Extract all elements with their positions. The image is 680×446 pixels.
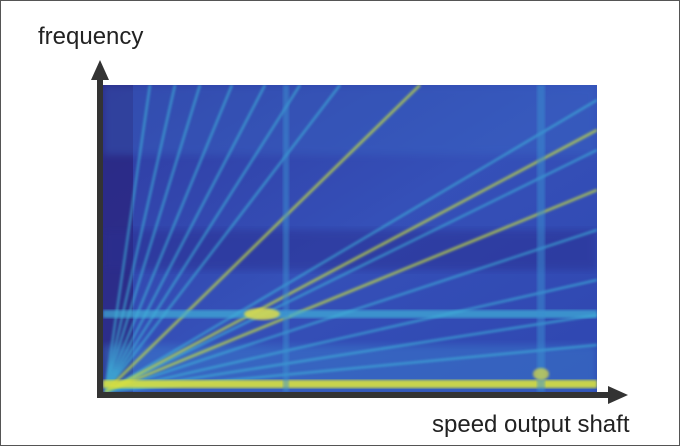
y-axis-label: frequency [38,23,143,50]
spectrogram [103,85,597,392]
x-axis-label: speed output shaft [432,411,630,438]
figure: frequency speed output shaft [0,0,680,446]
